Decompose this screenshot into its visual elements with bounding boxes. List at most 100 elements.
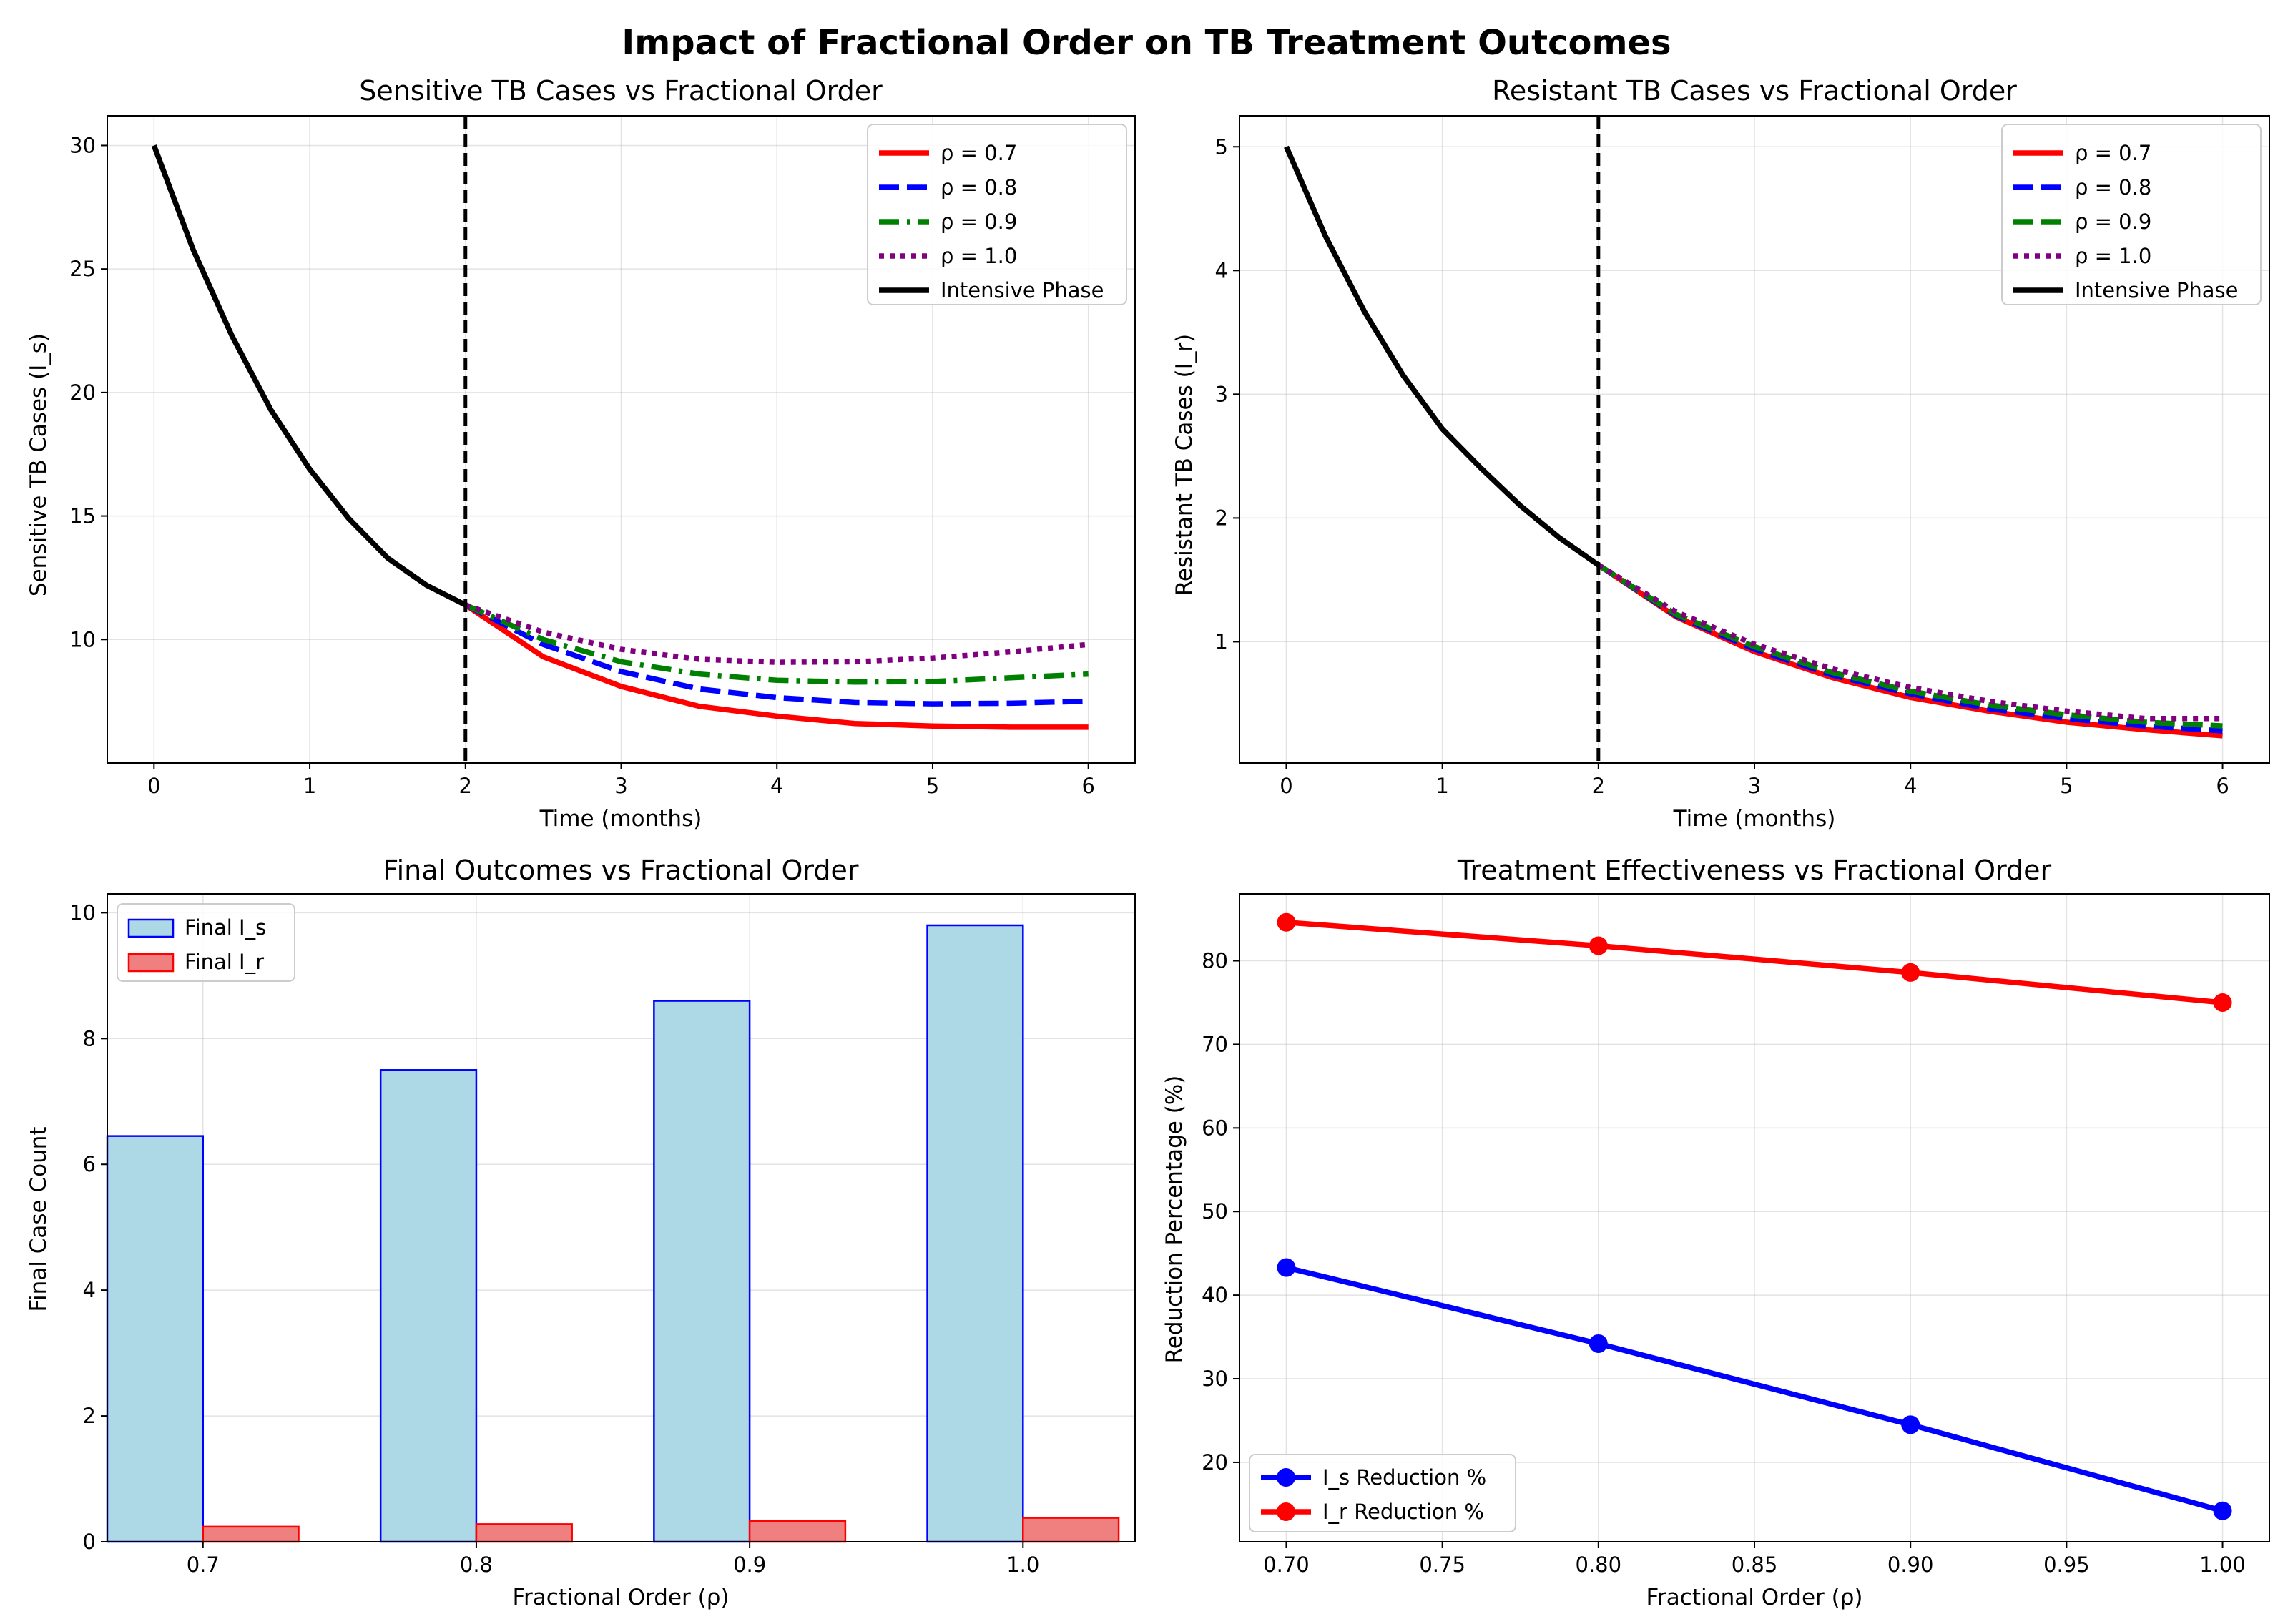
y-tick-label: 4 xyxy=(83,1278,96,1302)
axis-ticks: 0 1 2 3 4 5 6 10 15 20 25 30 xyxy=(69,133,1095,798)
legend-label: I_s Reduction % xyxy=(1322,1465,1486,1490)
x-tick-label: 0.9 xyxy=(733,1552,766,1577)
y-axis-label: Final Case Count xyxy=(26,1126,51,1311)
legend-swatch xyxy=(127,918,175,938)
x-tick-label: 2 xyxy=(459,774,472,798)
bar-final-is xyxy=(379,1069,478,1543)
bar-final-is xyxy=(106,1135,205,1543)
y-tick-label: 50 xyxy=(1202,1199,1228,1224)
y-tick-label: 15 xyxy=(69,504,96,528)
x-tick-label: 0.70 xyxy=(1263,1552,1310,1577)
treatment-effectiveness-panel: Treatment Effectiveness vs Fractional Or… xyxy=(1162,855,2270,1610)
bar-final-ir xyxy=(202,1525,300,1543)
y-axis-label: Sensitive TB Cases (I_s) xyxy=(26,333,51,596)
x-tick-label: 1.0 xyxy=(1006,1552,1039,1577)
y-tick-label: 30 xyxy=(1202,1367,1228,1391)
is-reduction-point xyxy=(1901,1415,1920,1434)
is-reduction-point xyxy=(1589,1334,1608,1353)
panel-title: Sensitive TB Cases vs Fractional Order xyxy=(359,75,883,107)
bar-final-is xyxy=(926,924,1024,1543)
bar-final-ir xyxy=(748,1520,847,1543)
x-tick-label: 3 xyxy=(614,774,627,798)
y-tick-label: 70 xyxy=(1202,1032,1228,1056)
x-tick-label: 1.00 xyxy=(2199,1552,2246,1577)
legend-label: ρ = 0.8 xyxy=(941,175,1017,200)
legend: I_s Reduction % I_r Reduction % xyxy=(1249,1454,1516,1532)
legend-label: ρ = 0.9 xyxy=(2075,210,2151,234)
intensive-phase-line xyxy=(151,144,467,608)
axis-ticks: 0.7 0.8 0.9 1.0 0 2 4 6 8 10 xyxy=(69,900,1039,1577)
x-tick-label: 0 xyxy=(1280,774,1292,798)
x-tick-label: 0 xyxy=(147,774,160,798)
legend-frame xyxy=(867,124,1127,305)
panel-title: Treatment Effectiveness vs Fractional Or… xyxy=(1457,855,2052,886)
figure-suptitle: Impact of Fractional Order on TB Treatme… xyxy=(622,23,1671,63)
y-axis-label: Resistant TB Cases (I_r) xyxy=(1172,334,1197,596)
y-tick-label: 4 xyxy=(1215,258,1228,282)
ir-reduction-point xyxy=(1589,936,1608,955)
x-tick-label: 0.80 xyxy=(1576,1552,1622,1577)
x-tick-label: 0.90 xyxy=(1887,1552,1934,1577)
intensive-phase-line xyxy=(1284,145,1600,568)
final-outcomes-panel: Final Outcomes vs Fractional Order Fract… xyxy=(26,855,1136,1610)
legend-label: Intensive Phase xyxy=(941,278,1104,302)
x-tick-label: 0.95 xyxy=(2043,1552,2090,1577)
y-axis-label: Reduction Percentage (%) xyxy=(1162,1076,1187,1364)
legend-label: Final I_s xyxy=(185,915,266,940)
legend-frame xyxy=(2001,124,2262,305)
legend-label: ρ = 1.0 xyxy=(941,244,1017,268)
x-tick-label: 0.7 xyxy=(187,1552,220,1577)
axes-frame xyxy=(107,893,1136,1542)
plot-marks xyxy=(1277,912,2232,1520)
legend-label: ρ = 0.7 xyxy=(941,141,1017,165)
x-tick-label: 0.8 xyxy=(460,1552,493,1577)
y-tick-label: 6 xyxy=(83,1152,96,1176)
series-line-rho-08 xyxy=(464,602,1089,707)
panel-title: Resistant TB Cases vs Fractional Order xyxy=(1492,75,2017,107)
series-line-rho-07 xyxy=(463,602,1089,730)
ir-reduction-point xyxy=(1901,963,1920,982)
y-tick-label: 10 xyxy=(69,627,96,651)
x-tick-label: 1 xyxy=(1435,774,1448,798)
x-axis-label: Fractional Order (ρ) xyxy=(512,1585,729,1610)
legend: ρ = 0.7 ρ = 0.8 ρ = 0.9 ρ = 1.0 Intensive Ph… xyxy=(2001,124,2262,305)
bar-final-ir xyxy=(1022,1517,1120,1543)
panel-title: Final Outcomes vs Fractional Order xyxy=(383,855,859,886)
legend-label: ρ = 0.9 xyxy=(941,210,1017,234)
y-tick-label: 40 xyxy=(1202,1283,1228,1307)
resistant-cases-panel: Resistant TB Cases vs Fractional Order T… xyxy=(1172,75,2270,832)
legend-label: I_r Reduction % xyxy=(1322,1500,1484,1524)
y-tick-label: 30 xyxy=(69,133,96,157)
x-tick-label: 2 xyxy=(1592,774,1605,798)
bar-final-ir xyxy=(475,1523,573,1543)
y-tick-label: 5 xyxy=(1215,134,1228,159)
legend-marker xyxy=(1277,1468,1295,1487)
is-reduction-line xyxy=(1285,1264,2224,1514)
y-tick-label: 20 xyxy=(1202,1450,1228,1475)
bar-final-is xyxy=(653,1000,751,1543)
x-tick-label: 6 xyxy=(2216,774,2229,798)
y-tick-label: 2 xyxy=(83,1404,96,1428)
y-tick-label: 3 xyxy=(1215,382,1228,406)
ir-reduction-line xyxy=(1286,919,2223,1005)
legend-label: ρ = 0.7 xyxy=(2075,141,2151,165)
x-axis-label: Fractional Order (ρ) xyxy=(1646,1585,1862,1610)
y-tick-label: 0 xyxy=(83,1530,96,1554)
x-tick-label: 4 xyxy=(1904,774,1917,798)
x-tick-label: 1 xyxy=(303,774,316,798)
legend: ρ = 0.7 ρ = 0.8 ρ = 0.9 ρ = 1.0 Intensive Ph… xyxy=(867,124,1127,305)
y-tick-label: 25 xyxy=(69,257,96,281)
x-tick-label: 0.85 xyxy=(1732,1552,1778,1577)
ir-reduction-point xyxy=(2213,993,2232,1012)
legend-label: ρ = 1.0 xyxy=(2075,244,2151,268)
x-axis-label: Time (months) xyxy=(539,806,702,832)
legend-swatch xyxy=(127,953,175,973)
y-tick-label: 10 xyxy=(69,900,96,925)
is-reduction-point xyxy=(2213,1501,2232,1520)
series-line-rho-09 xyxy=(464,602,1089,685)
x-tick-label: 3 xyxy=(1748,774,1761,798)
x-tick-label: 0.75 xyxy=(1419,1552,1465,1577)
axis-ticks: 0.70 0.75 0.80 0.85 0.90 0.95 1.00 20 30 40 50 60 70… xyxy=(1202,949,2246,1577)
plot-marks xyxy=(151,116,1089,763)
